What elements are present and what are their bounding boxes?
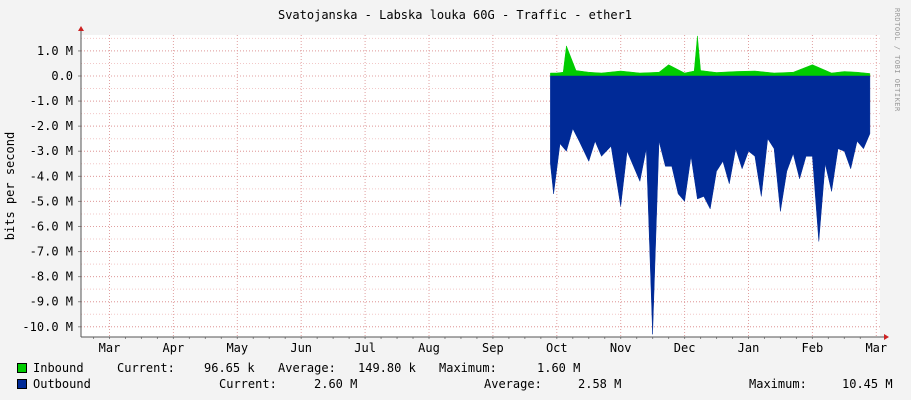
x-axis-arrow: [884, 334, 889, 340]
y-tick-label: -6.0 M: [30, 219, 73, 233]
outbound-maximum-label: Maximum:: [749, 377, 807, 391]
y-tick-label: 0.0: [51, 69, 73, 83]
x-tick-label: Mar: [865, 341, 887, 355]
series-area-inbound: [550, 35, 871, 77]
traffic-chart: Svatojanska - Labska louka 60G - Traffic…: [3, 8, 889, 355]
y-tick-label: 1.0 M: [37, 44, 73, 58]
y-tick-label: -7.0 M: [30, 245, 73, 259]
x-tick-label: Sep: [482, 341, 504, 355]
x-tick-label: Nov: [610, 341, 632, 355]
inbound-average-label: Average:: [278, 361, 336, 375]
x-tick-label: Feb: [802, 341, 824, 355]
y-tick-label: -2.0 M: [30, 119, 73, 133]
y-axis-label: bits per second: [3, 132, 17, 240]
rrdtool-watermark: RRDTOOL / TOBI OETIKER: [893, 8, 901, 112]
y-tick-label: -10.0 M: [22, 320, 73, 334]
y-tick-label: -5.0 M: [30, 194, 73, 208]
x-tick-label: Apr: [163, 341, 185, 355]
x-tick-label: Jun: [290, 341, 312, 355]
y-axis-arrow: [78, 26, 84, 31]
axes: [78, 26, 889, 340]
y-tick-label: -4.0 M: [30, 169, 73, 183]
inbound-maximum-label: Maximum:: [439, 361, 497, 375]
x-tick-label: Oct: [546, 341, 568, 355]
x-tick-label: Jul: [354, 341, 376, 355]
x-tick-label: Aug: [418, 341, 440, 355]
outbound-label: Outbound: [33, 377, 91, 391]
outbound-maximum-value: 10.45 M: [842, 377, 893, 391]
y-tick-label: -9.0 M: [30, 295, 73, 309]
series-area-outbound: [550, 75, 871, 335]
y-tick-label: -8.0 M: [30, 270, 73, 284]
grid-lines: [81, 35, 880, 337]
x-tick-labels: Mar Apr May Jun Jul Aug Sep Oct Nov Dec Jan Feb Mar: [99, 341, 887, 355]
inbound-swatch: [17, 363, 27, 373]
inbound-current-label: Current:: [117, 361, 175, 375]
inbound-label: Inbound: [33, 361, 84, 375]
outbound-current-label: Current:: [219, 377, 277, 391]
x-tick-label: Mar: [99, 341, 121, 355]
inbound-current-value: 96.65 k: [204, 361, 255, 375]
inbound-average-value: 149.80 k: [358, 361, 416, 375]
y-tick-label: -3.0 M: [30, 144, 73, 158]
inbound-maximum-value: 1.60 M: [537, 361, 581, 375]
outbound-average-label: Average:: [484, 377, 542, 391]
y-tick-labels: 1.0 M 0.0 -1.0 M -2.0 M -3.0 M -4.0 M -5.0 M -6…: [22, 44, 73, 334]
x-tick-label: Dec: [674, 341, 696, 355]
x-tick-label: Jan: [738, 341, 760, 355]
outbound-average-value: 2.58 M: [578, 377, 622, 391]
chart-title: Svatojanska - Labska louka 60G - Traffic…: [278, 8, 632, 22]
legend-outbound: Outbound Current: 2.60 M Average: 2.58 M…: [0, 376, 911, 392]
outbound-current-value: 2.60 M: [314, 377, 358, 391]
series-areas: [550, 35, 871, 335]
x-tick-label: May: [226, 341, 248, 355]
legend-inbound: Inbound Current: 96.65 k Average: 149.80…: [0, 360, 911, 376]
outbound-swatch: [17, 379, 27, 389]
y-tick-label: -1.0 M: [30, 94, 73, 108]
